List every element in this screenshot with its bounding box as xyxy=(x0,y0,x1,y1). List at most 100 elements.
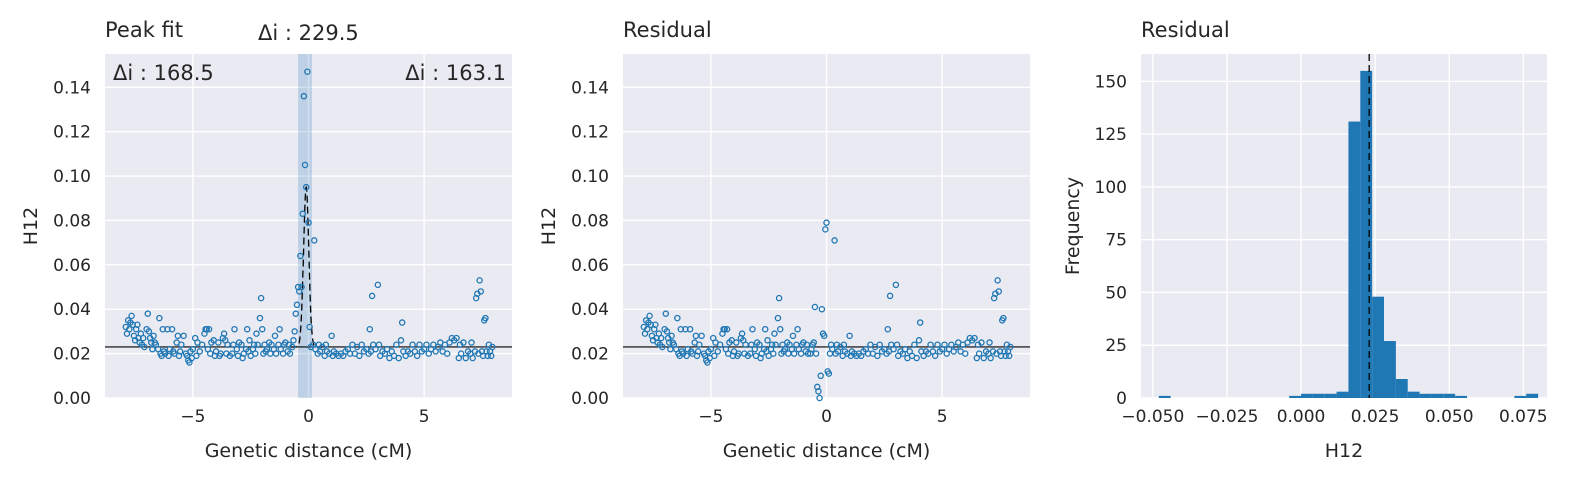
data-point xyxy=(139,334,147,342)
data-point xyxy=(980,354,988,362)
data-point xyxy=(253,330,260,337)
data-point xyxy=(994,277,1001,284)
data-point xyxy=(205,325,213,333)
data-point xyxy=(886,292,894,300)
data-point xyxy=(301,161,309,169)
data-point xyxy=(696,341,703,348)
data-point xyxy=(823,219,830,226)
data-point xyxy=(189,345,197,353)
histogram-bar xyxy=(1384,341,1396,398)
data-point xyxy=(482,314,489,322)
y-axis-label: Frequency xyxy=(1062,177,1084,275)
data-point xyxy=(393,341,400,348)
data-point xyxy=(263,345,271,353)
data-point xyxy=(453,334,460,342)
data-point xyxy=(487,352,495,360)
y-tick-label: 0.12 xyxy=(53,123,91,143)
data-point xyxy=(395,354,402,362)
y-tick-label: 0.14 xyxy=(571,78,609,98)
data-point xyxy=(815,388,822,395)
data-point xyxy=(178,341,185,348)
y-tick-label: 0 xyxy=(1116,389,1127,409)
data-point xyxy=(831,237,838,244)
data-point xyxy=(975,350,983,357)
histogram-bar xyxy=(1514,395,1527,398)
data-point xyxy=(764,337,771,344)
data-point xyxy=(1005,352,1013,360)
x-axis-label: H12 xyxy=(1325,440,1363,462)
data-point xyxy=(761,325,769,333)
histogram-bar xyxy=(1455,395,1467,398)
y-tick-label: 0.12 xyxy=(571,123,609,143)
data-point xyxy=(822,226,829,233)
histogram-bar xyxy=(1348,121,1361,398)
data-point xyxy=(372,345,379,353)
data-point xyxy=(413,352,421,360)
data-point xyxy=(962,350,969,357)
data-point xyxy=(302,183,310,191)
y-tick-label: 0.00 xyxy=(571,389,609,409)
data-point xyxy=(711,352,718,360)
data-point xyxy=(698,332,705,340)
data-point xyxy=(657,334,665,342)
data-point xyxy=(256,314,264,322)
y-tick-label: 0.04 xyxy=(53,300,91,320)
data-point xyxy=(289,343,296,351)
data-point xyxy=(328,332,335,340)
data-point xyxy=(663,328,671,335)
data-point xyxy=(193,352,200,360)
data-point xyxy=(145,328,153,335)
data-point xyxy=(674,314,681,322)
data-point xyxy=(733,339,740,346)
data-point xyxy=(771,330,778,337)
data-point xyxy=(820,332,828,340)
x-tick-label: 5 xyxy=(419,407,430,427)
data-point xyxy=(659,343,666,351)
data-point xyxy=(165,352,172,360)
peak-window-shading xyxy=(298,54,312,398)
x-tick-label: 0.025 xyxy=(1351,407,1400,427)
data-point xyxy=(987,354,994,362)
data-point xyxy=(1000,314,1007,322)
data-point xyxy=(276,325,283,333)
data-point xyxy=(198,341,206,348)
data-point xyxy=(358,341,365,348)
chart-title: Residual xyxy=(1141,18,1230,42)
data-point xyxy=(305,219,312,226)
data-point xyxy=(180,332,187,340)
data-point xyxy=(893,341,901,348)
data-point xyxy=(250,341,258,348)
data-point xyxy=(683,352,690,360)
data-point xyxy=(738,330,746,337)
data-point xyxy=(297,252,304,260)
data-point xyxy=(299,210,306,218)
data-point xyxy=(694,348,702,355)
x-axis-label: Genetic distance (cM) xyxy=(723,440,931,462)
data-point xyxy=(271,332,279,340)
data-point xyxy=(789,332,797,340)
data-point xyxy=(772,341,779,348)
histogram-bar xyxy=(1419,393,1432,398)
x-tick-label: 0 xyxy=(821,407,832,427)
data-point xyxy=(462,354,469,362)
data-point xyxy=(286,350,294,357)
data-point xyxy=(817,372,824,380)
y-tick-label: 0.10 xyxy=(571,167,609,187)
data-point xyxy=(258,325,266,333)
data-point xyxy=(238,341,245,348)
data-point xyxy=(231,325,238,333)
data-point xyxy=(409,341,416,348)
data-point xyxy=(748,341,755,348)
data-point xyxy=(749,325,756,333)
data-point xyxy=(913,354,920,362)
data-point xyxy=(874,352,881,360)
data-point xyxy=(366,325,374,333)
data-point xyxy=(662,310,670,317)
data-point xyxy=(927,341,934,348)
x-tick-label: −0.025 xyxy=(1195,407,1258,427)
data-point xyxy=(971,334,978,342)
y-tick-label: 75 xyxy=(1105,231,1127,251)
data-point xyxy=(816,394,823,402)
data-point xyxy=(770,350,777,357)
